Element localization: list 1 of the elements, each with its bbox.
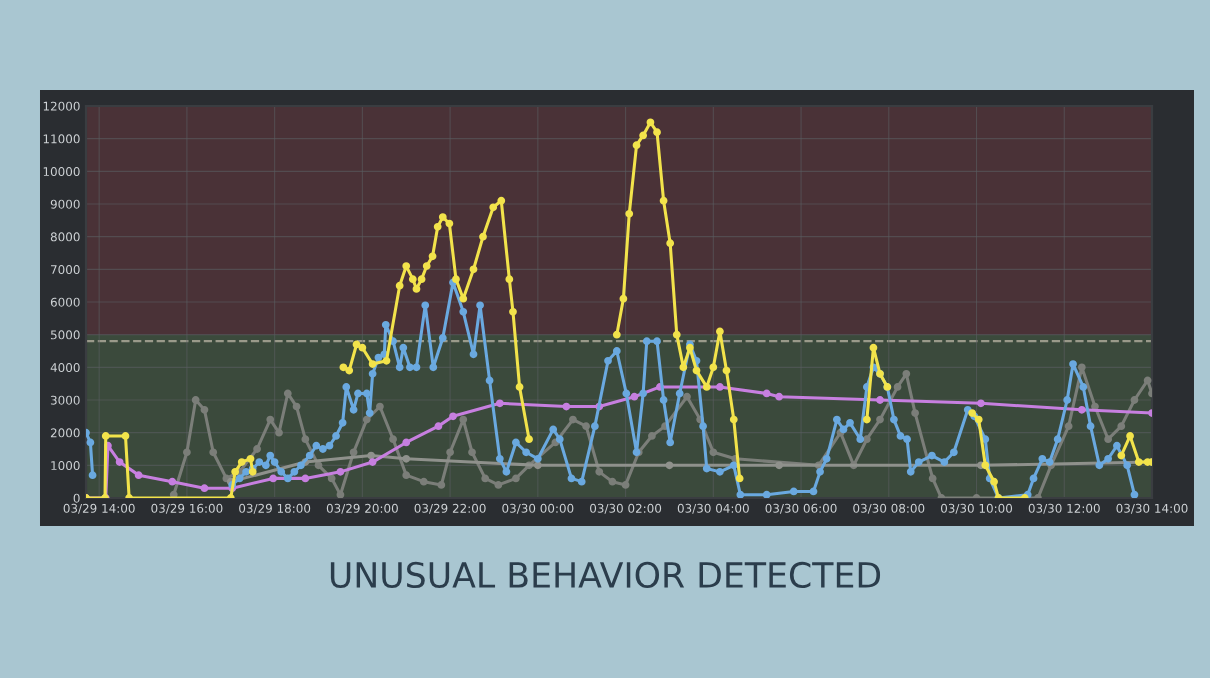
- text: UNUSUAL BEHAVIOR DETECTED: [330, 561, 881, 589]
